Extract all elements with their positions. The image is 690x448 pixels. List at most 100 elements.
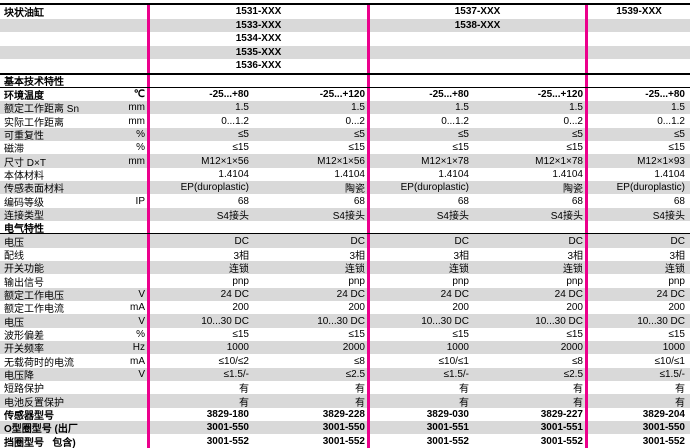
- cell-value: pnp: [585, 274, 690, 288]
- header-row: 块状油缸 1531-XXX 1537-XXX 1539-XXX: [0, 5, 690, 19]
- row-label-cell: 额定工作距离 Sn mm: [0, 101, 147, 116]
- cell-value: -25...+120: [319, 88, 365, 100]
- table-title: [0, 59, 147, 73]
- cell-value: 有: [585, 381, 690, 395]
- row-label: 额定工作距离 Sn: [4, 104, 80, 116]
- model-number: 1539-XXX: [585, 5, 690, 19]
- cell-value: S4接头: [332, 210, 365, 222]
- table-row: 额定工作电压 V 24 DC 24 DC 24 DC 24 DC 24 DC: [0, 287, 690, 302]
- table-row: 环境温度 ℃ -25...+80 -25...+120 -25...+80 -2…: [0, 87, 690, 102]
- table-row: 本体材料 1.4104 1.4104 1.4104 1.4104 1.4104: [0, 167, 690, 182]
- row-label-cell: 电压降 V: [0, 368, 147, 382]
- cell-value: ≤15: [367, 327, 475, 342]
- model-number: 1536-XXX: [147, 59, 367, 73]
- row-label: 额定工作电流: [4, 304, 64, 316]
- row-label-cell: 额定工作电压 V: [0, 288, 147, 302]
- cell-value: 200: [585, 301, 690, 315]
- cell-value: ≤15: [367, 141, 475, 155]
- model-number: [585, 45, 690, 59]
- table-title: [0, 32, 147, 46]
- row-label-cell: 传感器型号: [0, 408, 147, 422]
- cell-value: DC: [147, 234, 257, 248]
- cell-value: 1.5: [569, 102, 583, 114]
- table-row: 配线 3相 3相 3相 3相 3相: [0, 247, 690, 262]
- cell-value: M12×1×56: [317, 155, 365, 167]
- cell-value: ≤5: [585, 127, 690, 142]
- row-label-cell: 本体材料: [0, 168, 147, 182]
- cell-value: ≤15: [147, 141, 257, 155]
- row-label: 开关频率: [4, 344, 44, 356]
- cell-value: -25...+120: [537, 88, 583, 100]
- cell-value: -25...+80: [585, 87, 690, 102]
- row-label: 波形偏差: [4, 330, 44, 342]
- cell-value: [585, 221, 690, 234]
- cell-value: 有: [147, 394, 257, 409]
- cell-value: 3001-552: [147, 434, 257, 448]
- row-label: 传感器型号: [4, 410, 54, 422]
- table-row: 开关频率 Hz 1000 2000 1000 2000 1000: [0, 341, 690, 356]
- row-label: 电压: [4, 317, 24, 329]
- cell-value: 连锁: [563, 264, 583, 276]
- cell-value: 有: [573, 384, 583, 396]
- cell-value: [585, 74, 690, 87]
- row-unit: ℃: [133, 88, 145, 100]
- row-label: 电压降: [4, 370, 34, 382]
- row-unit: mm: [128, 155, 145, 167]
- table-row: 输出信号 pnp pnp pnp pnp pnp: [0, 274, 690, 289]
- cell-value: [367, 74, 475, 87]
- model-number: 1534-XXX: [147, 32, 367, 46]
- cell-value: [367, 221, 475, 234]
- row-label: 电气特性: [4, 223, 44, 235]
- cell-value: ≤10/≤1: [367, 354, 475, 368]
- cell-value: 有: [355, 397, 365, 409]
- row-label-cell: 基本技术特性: [0, 75, 147, 88]
- cell-value: ≤5: [367, 127, 475, 142]
- table-row: 额定工作距离 Sn mm 1.5 1.5 1.5 1.5 1.5: [0, 101, 690, 116]
- cell-value: 24 DC: [336, 288, 365, 300]
- row-label-cell: 可重复性 %: [0, 128, 147, 142]
- cell-value: 连锁: [585, 261, 690, 275]
- row-label-cell: 电气特性: [0, 221, 147, 235]
- model-number: [367, 59, 585, 73]
- cell-value: 3829-228: [322, 408, 365, 420]
- row-label-cell: 传感表面材料: [0, 181, 147, 195]
- cell-value: 3829-204: [585, 407, 690, 422]
- row-label: 配线: [4, 250, 24, 262]
- cell-value: S4接头: [550, 210, 583, 222]
- cell-value: 3001-551: [540, 422, 583, 434]
- table-row: 磁滞 % ≤15 ≤15 ≤15 ≤15 ≤15: [0, 141, 690, 155]
- cell-value: pnp: [348, 275, 365, 287]
- cell-value: 有: [367, 381, 475, 395]
- header-row: 1536-XXX: [0, 59, 690, 73]
- cell-value: ≤1.5/-: [367, 367, 475, 382]
- model-number: 1537-XXX: [367, 5, 585, 19]
- cell-value: 3001-552: [540, 435, 583, 447]
- cell-value: ≤5: [571, 128, 583, 140]
- cell-value: 0...1.2: [147, 114, 257, 128]
- cell-value: 24 DC: [147, 287, 257, 302]
- table-row: 额定工作电流 mA 200 200 200 200 200: [0, 301, 690, 316]
- row-unit: mm: [128, 102, 145, 114]
- row-label-cell: 磁滞 %: [0, 141, 147, 155]
- cell-value: 3829-227: [540, 408, 583, 420]
- row-label: 可重复性: [4, 130, 44, 142]
- row-label: 短路保护: [4, 384, 44, 396]
- cell-value: S4接头: [367, 207, 475, 222]
- cell-value: EP(duroplastic): [367, 181, 475, 195]
- cell-value: 10...30 DC: [585, 314, 690, 328]
- cell-value: M12×1×56: [147, 154, 257, 168]
- table-header: 块状油缸 1531-XXX 1537-XXX 1539-XXX 1533-XXX…: [0, 3, 690, 75]
- cell-value: 3001-550: [322, 422, 365, 434]
- row-label: 连接类型: [4, 210, 44, 222]
- cell-value: 68: [147, 194, 257, 208]
- cell-value: ≤15: [585, 141, 690, 155]
- row-label-cell: 编码等级 IP: [0, 194, 147, 209]
- row-label-cell: 电池反置保护: [0, 394, 147, 409]
- cell-value: ≤15: [566, 328, 583, 340]
- header-row: 1535-XXX: [0, 45, 690, 59]
- row-label-cell: 电压: [0, 234, 147, 249]
- cell-value: 1.4104: [367, 167, 475, 182]
- row-label-cell: 开关频率 Hz: [0, 341, 147, 356]
- cell-value: 68: [571, 195, 583, 207]
- cell-value: 200: [147, 301, 257, 315]
